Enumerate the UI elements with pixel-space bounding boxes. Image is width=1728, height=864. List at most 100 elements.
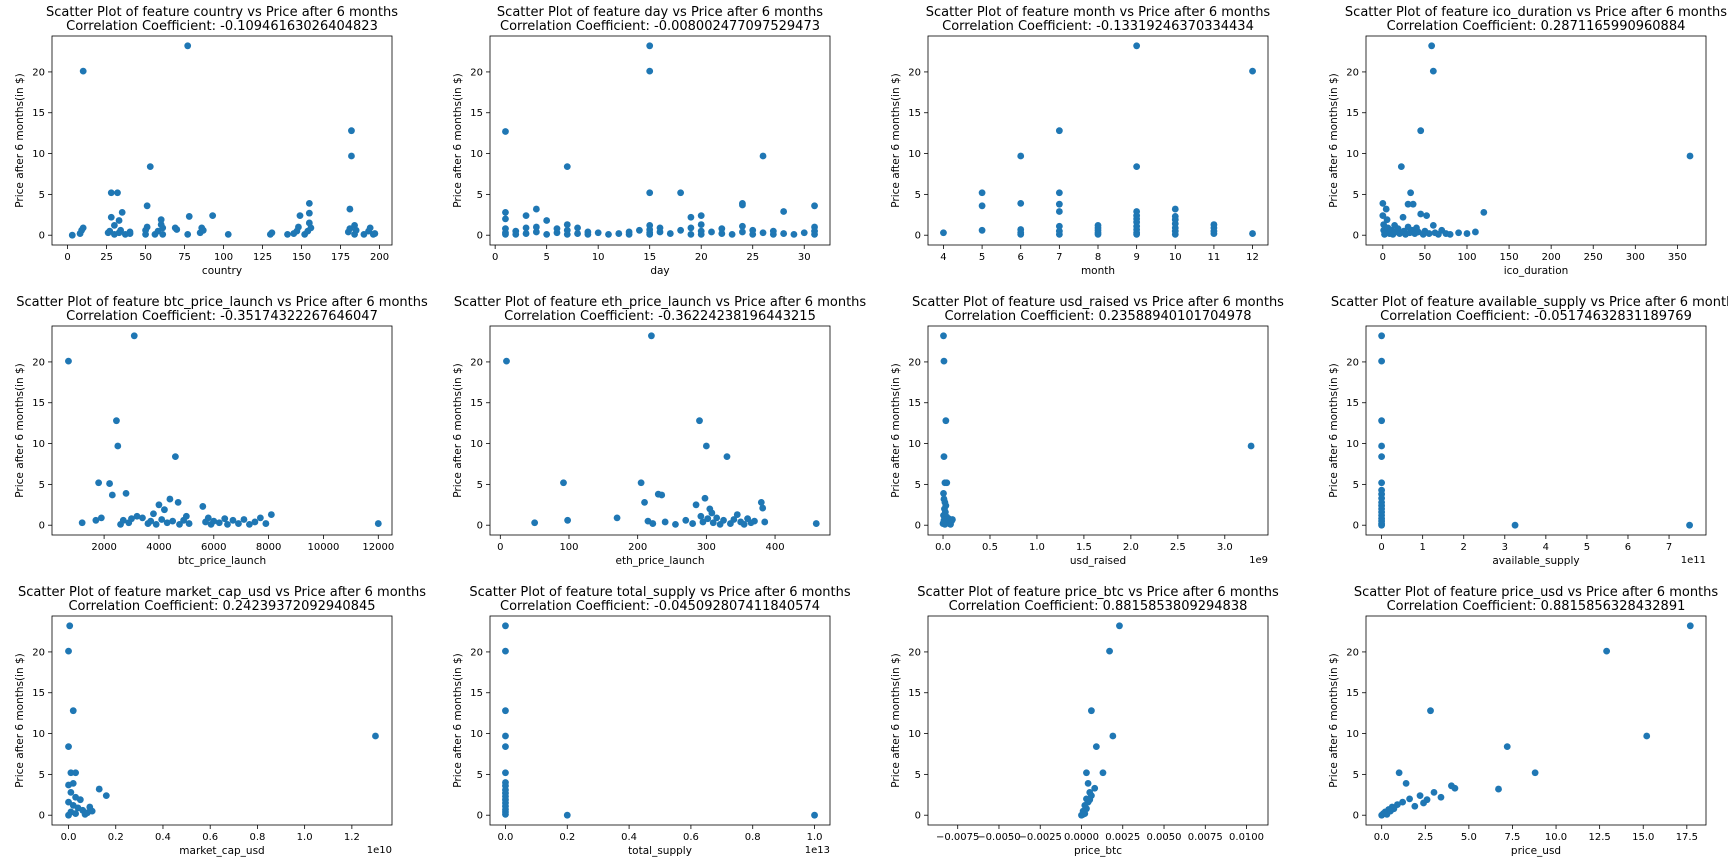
scatter-point: [656, 228, 664, 236]
scatter-point: [295, 223, 302, 231]
scatter-point: [780, 230, 788, 237]
scatter-point: [1378, 332, 1386, 340]
x-tick-label: 2.5: [1170, 542, 1186, 553]
scatter-point: [184, 230, 192, 238]
x-tick-label: 0.4: [621, 832, 637, 843]
scatter-point: [708, 509, 716, 517]
scatter-point: [185, 520, 193, 527]
y-tick-label: 10: [32, 729, 45, 740]
scatter-point: [113, 417, 120, 425]
scatter-point: [1451, 784, 1459, 792]
scatter-panel-8: Scatter Plot of feature market_cap_usd v…: [14, 585, 426, 857]
scatter-point: [1247, 442, 1255, 450]
scatter-point: [1428, 42, 1436, 50]
scatter-point: [723, 453, 731, 461]
scatter-point: [72, 810, 80, 817]
scatter-point: [701, 494, 709, 502]
y-tick-label: 5: [477, 190, 483, 201]
x-tick-label: 200: [628, 542, 647, 553]
scatter-point: [1511, 521, 1519, 529]
scatter-point: [1378, 811, 1386, 819]
x-axis-label: price_usd: [1511, 845, 1561, 857]
x-tick-label: 5: [979, 252, 985, 263]
scatter-point: [661, 518, 669, 526]
scatter-point: [522, 212, 530, 220]
scatter-point: [543, 230, 551, 238]
scatter-point: [697, 221, 705, 228]
scatter-point: [759, 504, 767, 512]
scatter-point: [574, 224, 581, 232]
axes-frame: [927, 35, 1269, 246]
scatter-point: [811, 230, 818, 238]
scatter-point: [646, 230, 654, 238]
scatter-point: [79, 67, 87, 75]
y-tick-label: 10: [470, 439, 483, 450]
scatter-point: [1083, 769, 1090, 777]
scatter-point: [305, 209, 313, 217]
x-tick-label: 8: [1095, 252, 1101, 263]
scatter-point: [1437, 793, 1445, 801]
scatter-point: [733, 511, 741, 518]
scatter-point: [256, 514, 264, 522]
y-tick-label: 5: [39, 190, 45, 201]
scatter-point: [800, 229, 808, 237]
x-tick-label: 0: [1378, 542, 1384, 553]
y-tick-label: 0: [1353, 811, 1359, 822]
scatter-point: [122, 489, 130, 497]
scatter-point: [728, 230, 736, 238]
x-tick-label: 4: [940, 252, 946, 263]
x-axis-label: usd_raised: [1070, 555, 1126, 567]
scatter-point: [117, 226, 125, 234]
x-tick-label: 25: [746, 252, 759, 263]
scatter-point: [646, 67, 654, 75]
scatter-point: [79, 224, 87, 232]
y-tick-label: 5: [1353, 190, 1359, 201]
y-tick-label: 15: [908, 398, 921, 409]
x-tick-label: 12: [1246, 252, 1259, 263]
scatter-point: [699, 518, 707, 526]
scatter-point: [155, 501, 163, 509]
scatter-point: [114, 189, 121, 197]
scatter-point: [173, 226, 181, 233]
scatter-point: [949, 516, 956, 523]
scatter-point: [1378, 479, 1386, 487]
scatter-point: [502, 208, 509, 216]
scatter-point: [65, 781, 72, 789]
y-axis-label: Price after 6 months(in $): [1328, 73, 1340, 207]
x-tick-label: −0.0025: [1019, 832, 1062, 843]
y-tick-label: 15: [1346, 398, 1359, 409]
x-tick-label: 75: [178, 252, 191, 263]
y-tick-label: 5: [1353, 480, 1359, 491]
x-tick-label: 1.0: [807, 832, 823, 843]
scatter-point: [107, 213, 115, 221]
y-tick-label: 10: [1346, 439, 1359, 450]
x-tick-label: 200: [1542, 252, 1561, 263]
y-tick-label: 10: [1346, 729, 1359, 740]
scatter-point: [346, 205, 354, 213]
scatter-point: [1094, 230, 1102, 238]
y-tick-label: 5: [477, 480, 483, 491]
scatter-point: [1379, 199, 1387, 207]
scatter-point: [780, 208, 788, 215]
scatter-point: [97, 514, 105, 522]
scatter-point: [532, 223, 540, 231]
scatter-point: [284, 230, 291, 238]
scatter-point: [687, 230, 695, 238]
panel-title: Scatter Plot of feature ico_duration vs …: [1345, 5, 1727, 20]
scatter-point: [119, 516, 127, 524]
scatter-point: [1446, 230, 1454, 238]
scatter-point: [262, 520, 270, 527]
scatter-point: [1430, 788, 1438, 796]
y-axis-label: Price after 6 months(in $): [1328, 363, 1340, 497]
scatter-point: [65, 811, 72, 819]
x-tick-label: 0.0000: [1064, 832, 1099, 843]
scatter-point: [646, 42, 654, 50]
y-tick-label: 10: [32, 149, 45, 160]
x-tick-label: 0.5: [982, 542, 998, 553]
scatter-point: [372, 732, 379, 740]
scatter-point: [182, 512, 190, 520]
scatter-point: [584, 230, 592, 238]
scatter-point: [1092, 743, 1100, 751]
panel-subtitle: Correlation Coefficient: 0.8815853809294…: [949, 599, 1248, 614]
y-tick-label: 10: [908, 149, 921, 160]
